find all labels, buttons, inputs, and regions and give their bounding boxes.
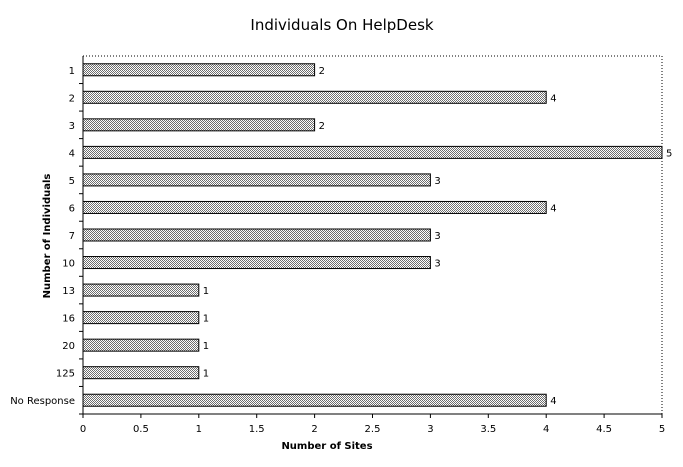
- y-tick-label: 2: [69, 93, 75, 104]
- bar: [82, 145, 663, 159]
- plot-frame: [83, 55, 663, 414]
- bar-value-label: 3: [434, 259, 440, 270]
- bar-value-label: 2: [319, 121, 325, 132]
- y-tick-label: 4: [69, 148, 75, 159]
- bar-value-label: 3: [434, 176, 440, 187]
- x-tick-label: 4.5: [596, 424, 612, 435]
- bar-value-label: 1: [203, 369, 209, 380]
- bar: [82, 200, 547, 214]
- bar-value-label: 4: [550, 93, 556, 104]
- bar-value-label: 4: [550, 203, 556, 214]
- x-tick-label: 1: [196, 424, 202, 435]
- y-axis-label: Number of Individuals: [42, 174, 53, 299]
- y-tick-label: 1: [69, 66, 75, 77]
- y-tick-label: 13: [62, 286, 75, 297]
- x-tick-label: 3: [427, 424, 433, 435]
- bar-value-label: 1: [203, 341, 209, 352]
- bar: [82, 63, 316, 77]
- x-tick-label: 0: [80, 424, 86, 435]
- x-tick-label: 4: [543, 424, 549, 435]
- bar: [82, 228, 431, 242]
- plot-area: 0 0.5 1 1.5 2 2.5 3 3.5 4 4.5 5 1 2 2 4 3 2 4 5 5 3 6 4 7 3 10 3 13…: [10, 55, 672, 435]
- bar: [82, 90, 547, 104]
- y-tick-label: 10: [62, 259, 75, 270]
- y-tick-label: 6: [69, 203, 75, 214]
- bar-value-label: 5: [666, 148, 672, 159]
- chart-title: Individuals On HelpDesk: [250, 16, 434, 34]
- y-tick-label: 20: [62, 341, 75, 352]
- x-tick-label: 1.5: [249, 424, 265, 435]
- y-tick-label: No Response: [10, 396, 75, 407]
- x-tick-label: 5: [659, 424, 665, 435]
- bar: [82, 283, 200, 297]
- x-tick-label: 0.5: [133, 424, 149, 435]
- bar: [82, 338, 200, 352]
- bar-value-label: 1: [203, 314, 209, 325]
- y-tick-label: 7: [69, 231, 75, 242]
- bar: [82, 366, 200, 380]
- bar-value-label: 4: [550, 396, 556, 407]
- bar: [82, 393, 547, 407]
- y-tick-label: 16: [62, 314, 75, 325]
- x-axis-label: Number of Sites: [281, 441, 372, 452]
- bar: [82, 173, 431, 187]
- y-tick-label: 125: [56, 369, 75, 380]
- x-tick-label: 2.5: [365, 424, 381, 435]
- x-tick-label: 2: [311, 424, 317, 435]
- bar-value-label: 3: [434, 231, 440, 242]
- bar: [82, 256, 431, 270]
- bar: [82, 311, 200, 325]
- bar-value-label: 2: [319, 66, 325, 77]
- x-tick-label: 3.5: [480, 424, 496, 435]
- y-tick-label: 3: [69, 121, 75, 132]
- bar: [82, 118, 316, 132]
- bar-value-label: 1: [203, 286, 209, 297]
- y-tick-label: 5: [69, 176, 75, 187]
